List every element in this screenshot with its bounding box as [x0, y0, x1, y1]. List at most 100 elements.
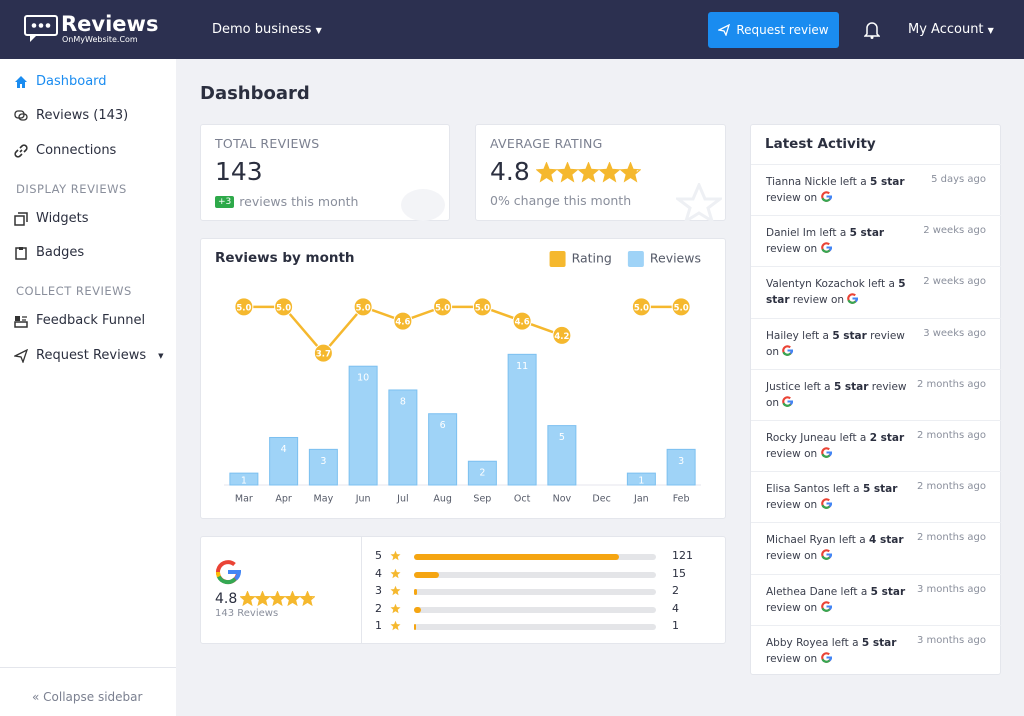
google-icon — [820, 652, 832, 663]
rating-point — [353, 297, 373, 317]
activity-rating: 5 star — [862, 483, 898, 496]
nav-badges[interactable]: Badges — [14, 245, 84, 260]
activity-after: review on — [766, 652, 818, 665]
nav-widgets[interactable]: Widgets — [14, 211, 89, 226]
nav-reviews[interactable]: Reviews (143) — [14, 108, 128, 123]
rating-point — [433, 297, 453, 317]
activity-before: Elisa Santos left a — [766, 483, 860, 496]
activity-rating: 5 star — [861, 636, 897, 649]
activity-item[interactable]: Tianna Nickle left a 5 star review on 5 … — [751, 164, 1001, 215]
nav-connections[interactable]: Connections — [14, 143, 116, 158]
google-logo — [216, 560, 241, 585]
rating-label: 4.2 — [554, 332, 569, 342]
activity-item[interactable]: Abby Royea left a 5 star review on 3 mon… — [751, 624, 1001, 676]
legend-label: Rating — [572, 251, 612, 266]
collapse-sidebar[interactable]: « Collapse sidebar — [32, 690, 143, 704]
bar-label: 1 — [241, 476, 247, 487]
google-arc — [826, 553, 832, 559]
rating-point — [472, 297, 492, 317]
x-tick-label: Mar — [235, 494, 253, 505]
nav-label: Connections — [36, 143, 117, 158]
bar — [414, 554, 619, 560]
activity-item[interactable]: Valentyn Kozachok left a 5 star review o… — [751, 266, 1001, 317]
activity-before: Valentyn Kozachok left a — [766, 278, 895, 291]
bar — [388, 389, 418, 486]
google-icon — [782, 344, 794, 356]
activity-item[interactable]: Elisa Santos left a 5 star review on 2 m… — [751, 471, 1001, 522]
rating-point — [393, 311, 413, 331]
star-fill — [536, 162, 557, 182]
google-icon — [820, 447, 832, 458]
google-arc — [826, 451, 832, 457]
google-icon — [820, 600, 832, 612]
star-clip — [578, 162, 599, 182]
star-fill — [390, 550, 401, 561]
legend-label: Reviews — [650, 251, 701, 266]
google-arc — [826, 656, 832, 662]
activity-time: 2 months ago — [917, 481, 986, 493]
star — [284, 590, 301, 607]
rating-label: 5.0 — [276, 303, 291, 313]
count-label: 15 — [672, 566, 686, 580]
nav-feedback-funnel[interactable]: Feedback Funnel — [14, 313, 145, 328]
star-icon — [390, 585, 401, 596]
star-fill — [240, 591, 255, 605]
count-label: 4 — [672, 601, 679, 615]
activity-after: review on — [792, 294, 845, 307]
google-stars — [239, 590, 316, 611]
stat-note-row: +3 reviews this month — [215, 194, 358, 209]
rating-label: 5.0 — [356, 303, 371, 313]
business-select[interactable]: Demo business ▼ — [212, 22, 322, 37]
legend-swatch — [549, 251, 566, 267]
activity-item[interactable]: Michael Ryan left a 4 star review on 2 m… — [751, 522, 1001, 573]
stat-note: 0% change this month — [490, 193, 632, 208]
nav-label: Dashboard — [36, 74, 107, 89]
google-arc — [821, 555, 830, 561]
star-fill — [599, 162, 620, 182]
chart-title: Reviews by month — [215, 250, 355, 266]
activity-item[interactable]: Rocky Juneau left a 2 star review on 2 m… — [751, 420, 1001, 471]
activity-item[interactable]: Daniel Im left a 5 star review on 2 week… — [751, 215, 1001, 266]
activity-time: 2 weeks ago — [923, 276, 986, 288]
total-reviews-card: TOTAL REVIEWS 143 +3 reviews this month — [200, 124, 450, 221]
count-label: 1 — [672, 619, 679, 632]
account-menu[interactable]: My Account ▼ — [908, 22, 994, 37]
star-clip — [300, 591, 312, 605]
activity-before: Abby Royea left a — [766, 636, 859, 649]
chart: Reviews by month Reviews Rating Mar Apr May J… — [215, 250, 701, 505]
star-clip — [255, 591, 270, 605]
google-arc — [787, 349, 794, 354]
nav-request-reviews[interactable]: Request Reviews ▼ — [14, 348, 163, 363]
notifications-bell[interactable] — [864, 21, 880, 39]
bar — [229, 472, 259, 486]
bar — [428, 413, 458, 486]
star — [269, 590, 286, 607]
avg-stars — [535, 161, 642, 188]
x-tick-label: Nov — [553, 494, 572, 505]
star-fill — [390, 620, 401, 631]
activity-before: Daniel Im left a — [766, 227, 847, 240]
google-arc — [826, 605, 832, 610]
rating-point — [512, 311, 532, 331]
activity-text: Michael Ryan left a 4 star review on — [766, 532, 911, 564]
activity-text: Hailey left a 5 star review on — [766, 328, 911, 360]
collapse-label: Collapse sidebar — [43, 690, 143, 704]
average-rating-card: AVERAGE RATING 4.8 0% change this month — [475, 124, 726, 221]
x-tick-label: Oct — [514, 494, 531, 505]
activity-rating: 5 star — [766, 278, 906, 307]
activity-after: review on — [766, 192, 818, 204]
activity-rating: 2 star — [869, 432, 905, 444]
activity-before: Michael Ryan left a — [766, 534, 866, 547]
stat-note: reviews this month — [239, 194, 359, 209]
business-name: Demo business — [212, 22, 312, 37]
nav-dashboard[interactable]: Dashboard — [14, 74, 107, 89]
google-arc — [847, 299, 857, 305]
stat-badge: +3 — [215, 195, 235, 208]
activity-text: Elisa Santos left a 5 star review on — [766, 481, 911, 513]
x-tick-label: Dec — [592, 494, 610, 505]
activity-item[interactable]: Justice left a 5 star review on 2 months… — [751, 368, 1001, 420]
request-review-button[interactable]: Request review — [708, 12, 839, 48]
activity-item[interactable]: Hailey left a 5 star review on 3 weeks a… — [751, 317, 1001, 369]
rating-label: 5.0 — [674, 303, 689, 313]
activity-item[interactable]: Alethea Dane left a 5 star review on 3 m… — [751, 573, 1001, 625]
